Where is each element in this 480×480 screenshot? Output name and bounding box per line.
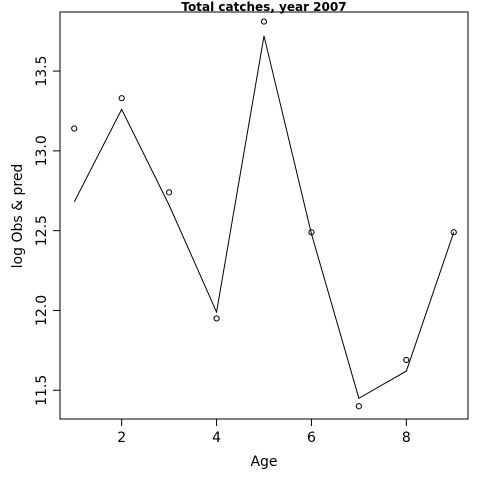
observed-point <box>118 95 125 102</box>
observed-point <box>213 315 220 322</box>
y-tick-label: 11.5 <box>34 375 50 406</box>
y-tick-label: 13.0 <box>34 135 50 166</box>
x-tick-label: 4 <box>212 430 221 446</box>
y-tick-label: 13.5 <box>34 55 50 86</box>
y-axis: 11.5 12.0 12.5 13.0 13.5 <box>34 55 61 406</box>
x-tick-label: 8 <box>402 430 411 446</box>
x-axis: 2 4 6 8 <box>117 418 411 446</box>
x-tick-label: 2 <box>117 430 126 446</box>
observed-point <box>450 229 457 236</box>
observed-point <box>166 189 173 196</box>
x-axis-label: Age <box>250 454 277 470</box>
observed-point <box>355 403 362 410</box>
y-axis-label: log Obs & pred <box>10 164 26 269</box>
series-layer <box>71 18 457 410</box>
y-tick-label: 12.0 <box>34 295 50 326</box>
chart-title: Total catches, year 2007 <box>181 0 346 14</box>
observed-point <box>260 18 268 25</box>
y-tick-label: 12.5 <box>34 215 50 246</box>
observed-point <box>71 125 78 132</box>
predicted-line <box>73 35 455 399</box>
x-tick-label: 6 <box>307 430 316 446</box>
observed-point <box>403 356 410 364</box>
